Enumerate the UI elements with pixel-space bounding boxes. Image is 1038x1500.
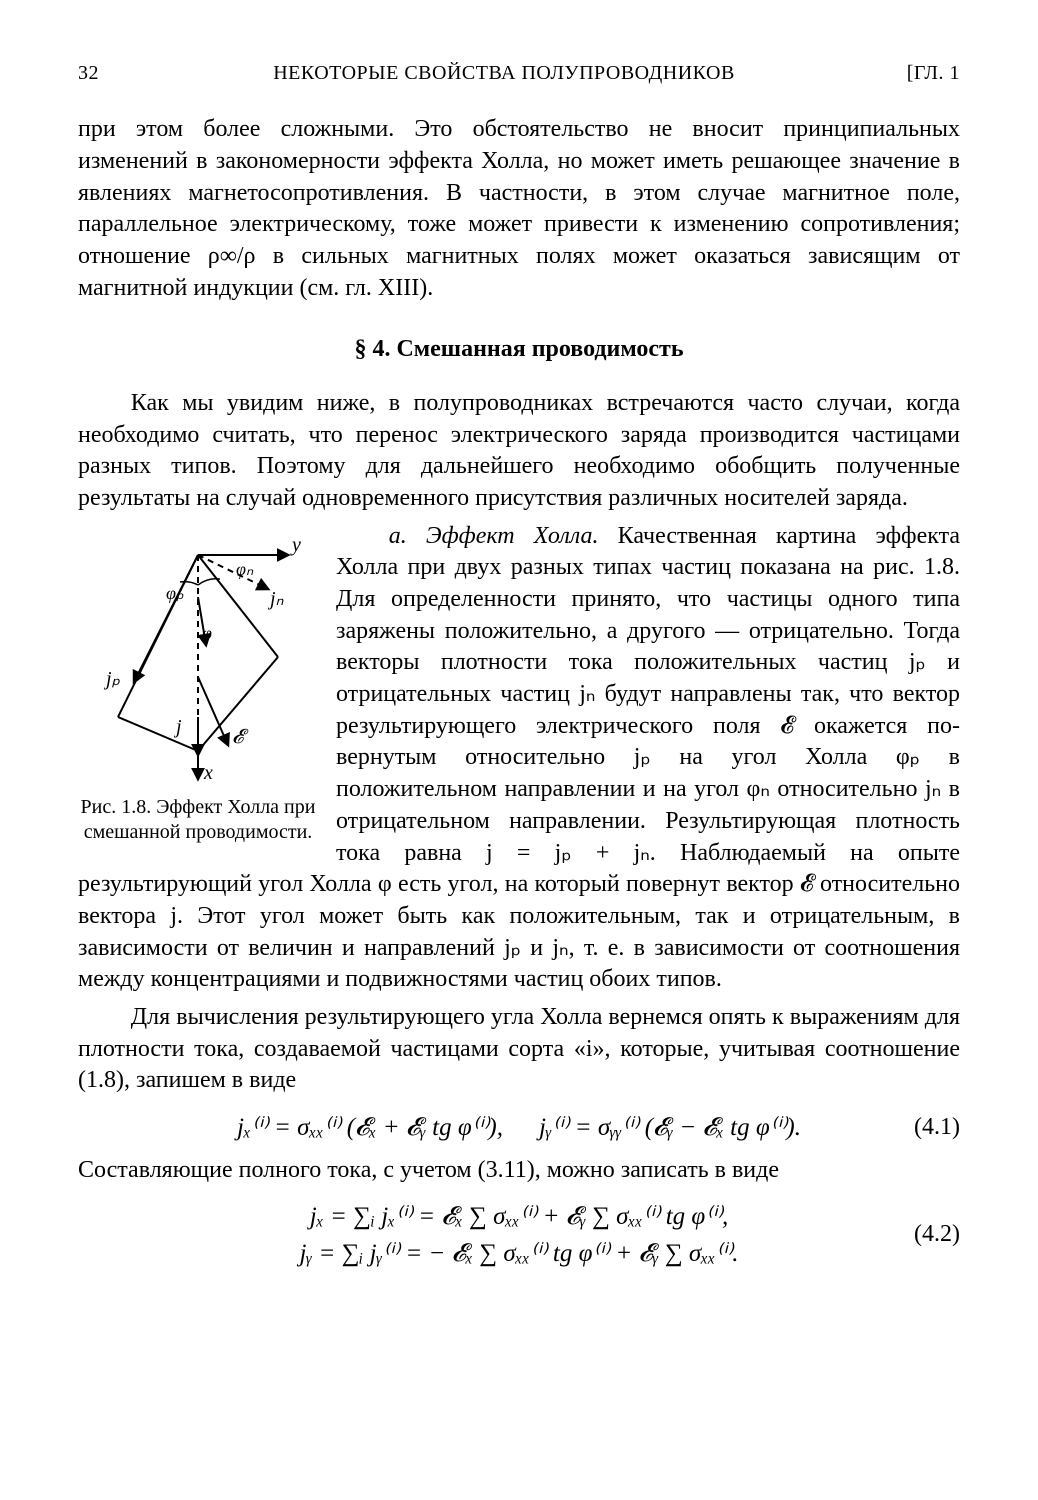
- eq-4-1-a: jₓ⁽ⁱ⁾ = σₓₓ⁽ⁱ⁾ (𝓔ₓ + 𝓔ᵧ tg φ⁽ⁱ⁾),: [237, 1114, 503, 1141]
- label-j: j: [173, 716, 182, 738]
- eq-4-2-line1: jₓ = ∑ᵢ jₓ⁽ⁱ⁾ = 𝓔ₓ ∑ σₓₓ⁽ⁱ⁾ + 𝓔ᵧ ∑ σₓₓ⁽ⁱ…: [78, 1200, 960, 1233]
- running-title: НЕКОТОРЫЕ СВОЙСТВА ПОЛУПРОВОДНИКОВ: [138, 60, 870, 86]
- label-phi-p: φₚ: [166, 583, 184, 603]
- label-jn: jₙ: [267, 588, 285, 610]
- eq-4-2-number: (4.2): [914, 1219, 960, 1251]
- running-right: [ГЛ. 1: [870, 60, 960, 86]
- figure-caption: Рис. 1.8. Эффект Хол­ла при смешанной пр…: [78, 795, 318, 845]
- eq-4-2-line2: jᵧ = ∑ᵢ jᵧ⁽ⁱ⁾ = − 𝓔ₓ ∑ σₓₓ⁽ⁱ⁾ tg φ⁽ⁱ⁾ + …: [78, 1237, 960, 1270]
- label-y-axis: y: [290, 534, 301, 556]
- running-head: 32 НЕКОТОРЫЕ СВОЙСТВА ПОЛУПРОВОДНИКОВ [Г…: [78, 60, 960, 86]
- para3-lead: а. Эффект Холла.: [389, 523, 599, 549]
- label-E: 𝓔: [232, 726, 249, 748]
- page-number: 32: [78, 60, 138, 86]
- label-x-axis: x: [203, 762, 213, 784]
- label-phi-n: φₙ: [236, 559, 254, 579]
- eq-4-1-number: (4.1): [914, 1112, 960, 1144]
- figure-1-8: y jₙ φₙ φₚ φ jₚ j 𝓔 x Рис. 1.8. Эффект Х…: [78, 527, 318, 845]
- label-jp: jₚ: [103, 668, 121, 690]
- hall-effect-diagram: y jₙ φₙ φₚ φ jₚ j 𝓔 x: [88, 527, 308, 787]
- section-title: § 4. Смешанная проводимость: [78, 334, 960, 366]
- paragraph-5: Составляющие полного тока, с учетом (3.1…: [78, 1155, 960, 1187]
- page: 32 НЕКОТОРЫЕ СВОЙСТВА ПОЛУПРОВОДНИКОВ [Г…: [0, 0, 1038, 1500]
- equation-4-2: jₓ = ∑ᵢ jₓ⁽ⁱ⁾ = 𝓔ₓ ∑ σₓₓ⁽ⁱ⁾ + 𝓔ᵧ ∑ σₓₓ⁽ⁱ…: [78, 1200, 960, 1270]
- eq-4-1-b: jᵧ⁽ⁱ⁾ = σᵧᵧ⁽ⁱ⁾ (𝓔ᵧ − 𝓔ₓ tg φ⁽ⁱ⁾).: [539, 1114, 801, 1141]
- equation-4-1: jₓ⁽ⁱ⁾ = σₓₓ⁽ⁱ⁾ (𝓔ₓ + 𝓔ᵧ tg φ⁽ⁱ⁾), jᵧ⁽ⁱ⁾ …: [78, 1111, 960, 1145]
- paragraph-2: Как мы увидим ниже, в полупроводниках вс…: [78, 388, 960, 515]
- paragraph-4: Для вычисления результирующего угла Холл…: [78, 1002, 960, 1097]
- paragraph-1: при этом более сложными. Это обстоятельс…: [78, 114, 960, 304]
- label-phi: φ: [202, 623, 212, 643]
